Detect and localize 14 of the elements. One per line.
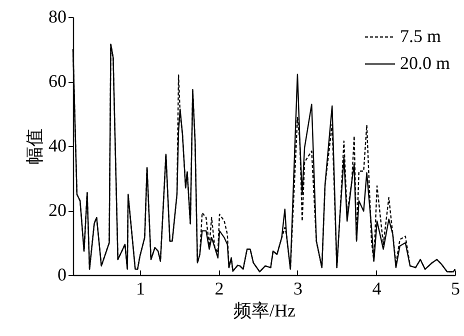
y-tick-label: 80 — [48, 6, 66, 26]
y-tick-label: 0 — [58, 264, 66, 284]
x-tick-label: 4 — [372, 278, 382, 298]
x-tick-label: 5 — [451, 278, 460, 298]
y-tick-label: 60 — [48, 71, 66, 91]
y-tick-label: 20 — [48, 200, 66, 220]
y-tick-label: 40 — [48, 136, 66, 156]
x-tick-label: 2 — [214, 278, 224, 298]
y-axis-title: 幅值 — [24, 128, 44, 164]
legend-label: 20.0 m — [400, 53, 450, 73]
x-axis-title: 频率/Hz — [234, 300, 296, 320]
x-tick-label: 1 — [136, 278, 145, 298]
legend-label: 7.5 m — [400, 26, 442, 46]
x-tick-label: 3 — [293, 278, 302, 298]
